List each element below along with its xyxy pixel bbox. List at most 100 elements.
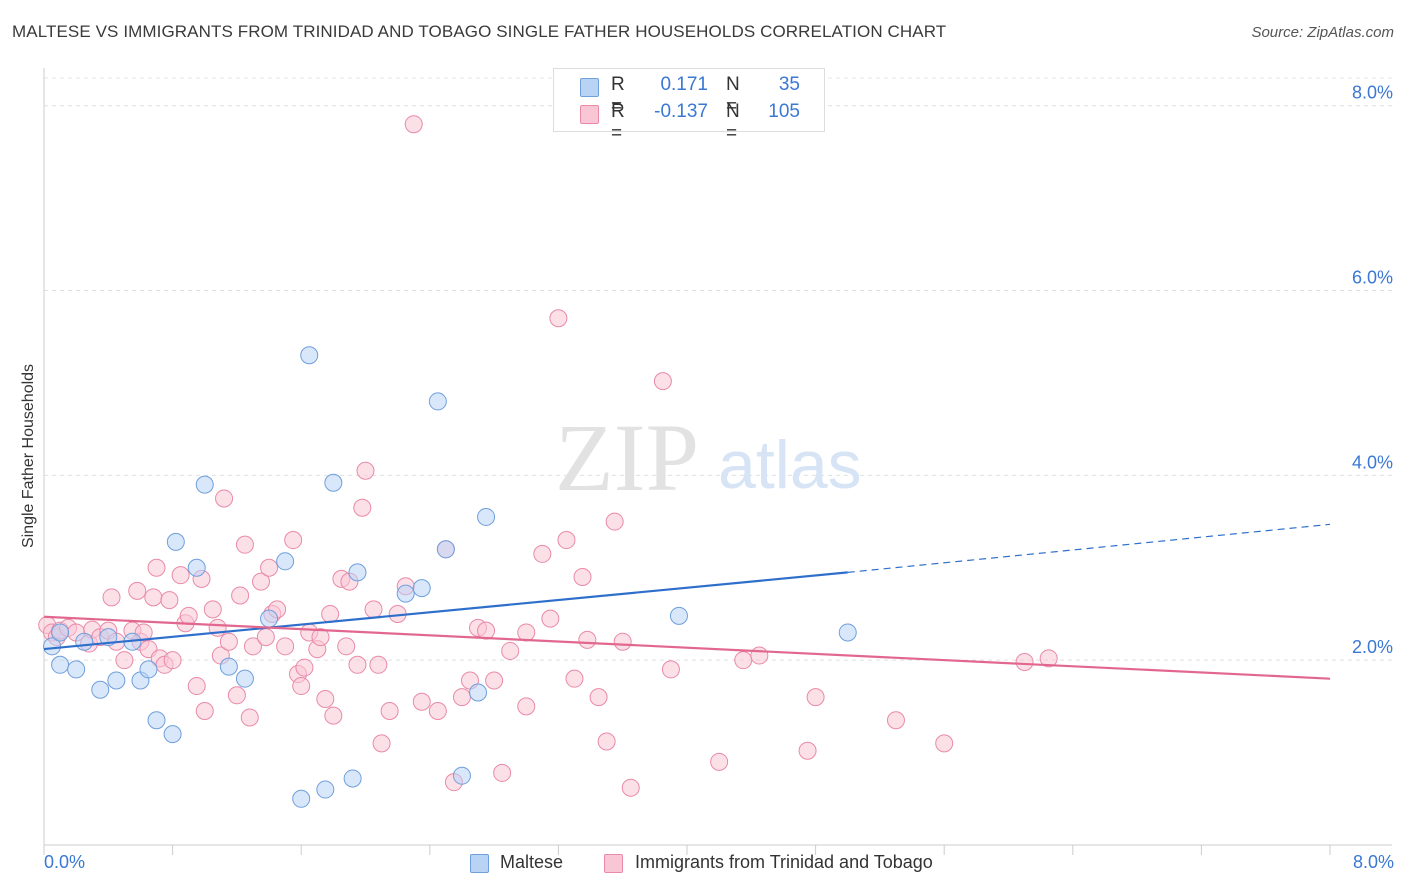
data-point <box>316 780 335 799</box>
y-tick-label: 6.0% <box>1352 268 1393 288</box>
data-point <box>292 677 311 696</box>
data-point <box>337 637 356 656</box>
data-point <box>452 766 471 785</box>
data-point <box>750 646 769 665</box>
grid-lines <box>44 77 1392 661</box>
data-point <box>412 579 431 598</box>
chart-title: MALTESE VS IMMIGRANTS FROM TRINIDAD AND … <box>12 22 947 41</box>
data-point <box>240 708 259 727</box>
data-point <box>91 680 110 699</box>
data-point <box>147 558 166 577</box>
data-point <box>195 702 214 721</box>
bottom-legend-label-trinidad: Immigrants from Trinidad and Tobago <box>635 852 933 872</box>
data-points <box>38 115 1058 808</box>
data-point <box>452 688 471 707</box>
data-point <box>477 507 496 526</box>
data-point <box>128 581 147 600</box>
data-point <box>43 637 62 656</box>
data-point <box>557 531 576 550</box>
data-point <box>243 637 262 656</box>
data-point <box>806 688 825 707</box>
data-point <box>372 734 391 753</box>
data-point <box>353 498 372 517</box>
data-point <box>147 711 166 730</box>
legend-swatch-maltese <box>580 78 599 97</box>
data-point <box>115 651 134 670</box>
data-point <box>187 558 206 577</box>
data-point <box>517 623 536 642</box>
data-point <box>541 609 560 628</box>
data-point <box>256 628 275 647</box>
legend-r-value: 0.171 <box>660 74 708 95</box>
data-point <box>597 732 616 751</box>
axes <box>43 68 1392 855</box>
data-point <box>578 630 597 649</box>
legend-r-label: R = <box>611 74 625 117</box>
data-point <box>276 637 295 656</box>
bottom-legend-swatch-trinidad <box>604 854 623 873</box>
legend-n-value: 105 <box>768 101 800 122</box>
data-point <box>348 563 367 582</box>
data-point <box>605 512 624 531</box>
data-point <box>1039 649 1058 668</box>
bottom-legend-label-maltese: Maltese <box>500 852 564 872</box>
data-point <box>139 660 158 679</box>
data-point <box>252 572 271 591</box>
data-point <box>163 725 182 744</box>
data-point <box>187 677 206 696</box>
watermark: ZIP atlas <box>555 404 862 511</box>
data-point <box>235 669 254 688</box>
data-point <box>260 558 279 577</box>
data-point <box>276 552 295 571</box>
data-point <box>710 752 729 771</box>
data-point <box>321 604 340 623</box>
data-point <box>485 671 504 690</box>
data-point <box>1015 653 1034 672</box>
data-point <box>75 632 94 651</box>
data-point <box>311 628 330 647</box>
data-point <box>260 609 279 628</box>
legend-swatch-trinidad <box>580 105 599 124</box>
y-tick-label: 8.0% <box>1352 83 1393 103</box>
data-point <box>107 671 126 690</box>
data-point <box>163 651 182 670</box>
bottom-legend-swatch-maltese <box>470 854 489 873</box>
data-point <box>356 461 375 480</box>
legend-r-label: R = <box>611 101 625 144</box>
data-point <box>428 392 447 411</box>
x-tick-label-min: 0.0% <box>44 852 86 872</box>
data-point <box>798 741 817 760</box>
data-point <box>99 628 118 647</box>
data-point <box>51 655 70 674</box>
trend-line <box>43 571 848 651</box>
x-tick-label-max: 8.0% <box>1352 852 1394 872</box>
data-point <box>348 655 367 674</box>
data-point <box>573 568 592 587</box>
data-point <box>67 660 86 679</box>
legend-n-value: 35 <box>778 74 800 95</box>
data-point <box>295 658 314 677</box>
data-point <box>203 600 222 619</box>
data-point <box>653 372 672 391</box>
data-point <box>160 591 179 610</box>
data-point <box>235 535 254 554</box>
stats-legend: R = 0.171 N = 35 R = -0.137 N = 105 <box>553 68 825 144</box>
data-point <box>144 588 163 607</box>
data-point <box>412 692 431 711</box>
data-point <box>284 531 303 550</box>
data-point <box>404 115 423 134</box>
watermark-zip: ZIP <box>555 404 699 511</box>
data-point <box>533 544 552 563</box>
y-tick-label: 4.0% <box>1352 452 1393 472</box>
source-label: Source: ZipAtlas.com <box>1251 24 1394 41</box>
data-point <box>469 683 488 702</box>
data-point <box>661 660 680 679</box>
data-point <box>501 641 520 660</box>
data-point <box>669 606 688 625</box>
data-point <box>324 706 343 725</box>
data-point <box>51 623 70 642</box>
data-point <box>215 489 234 508</box>
data-point <box>166 532 185 551</box>
data-point <box>227 686 246 705</box>
